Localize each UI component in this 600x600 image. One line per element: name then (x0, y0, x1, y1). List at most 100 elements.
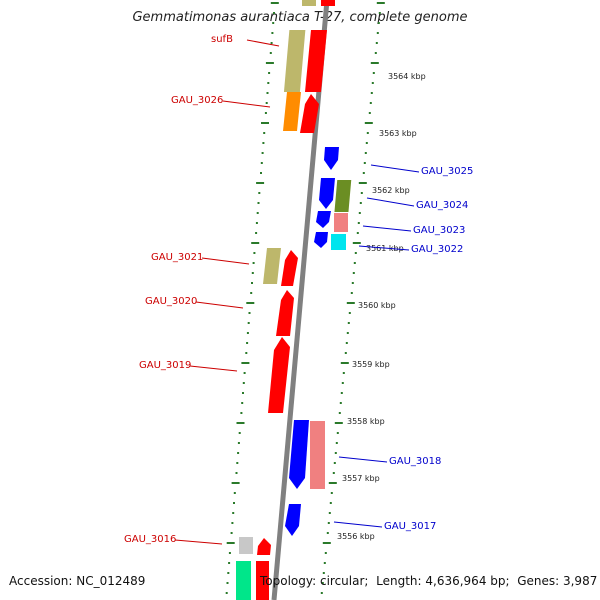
tick-minor (246, 342, 249, 344)
gene-GAU_3021[interactable] (263, 248, 281, 284)
gene-label-GAU_3025[interactable]: GAU_3025 (421, 166, 473, 177)
gene-GAU_3024[interactable] (319, 178, 335, 209)
tick-minor (360, 192, 363, 194)
gene-GAU_3023-pink[interactable] (334, 213, 348, 232)
length-label: Length: (376, 574, 422, 588)
tick-major (370, 62, 379, 64)
gene-top-olive (302, 0, 316, 6)
gene-label-GAU_3020[interactable]: GAU_3020 (145, 296, 197, 307)
gene-GAU_3026-cds[interactable] (300, 94, 319, 133)
tick-minor (371, 82, 374, 84)
right-labels: GAU_3025 GAU_3024 GAU_3023 GAU_3022 GAU_… (333, 164, 473, 532)
gene-label-GAU_3017[interactable]: GAU_3017 (384, 521, 436, 532)
tick-minor (364, 152, 367, 154)
gene-GAU_3016-cds[interactable] (257, 538, 271, 555)
gene-GAU_3025[interactable] (324, 147, 339, 170)
gene-GAU_3023[interactable] (316, 211, 331, 228)
gene-sufB[interactable] (283, 30, 306, 92)
gene-GAU_3018[interactable] (289, 420, 309, 489)
accession-value: NC_012489 (76, 574, 146, 588)
gene-GAU_3026[interactable] (283, 92, 301, 131)
tick-minor (320, 592, 323, 594)
gene-label-sufB[interactable]: sufB (211, 34, 233, 45)
tick-minor (248, 312, 251, 314)
tick-minor (369, 102, 372, 104)
tick-major (270, 2, 279, 4)
tick-minor (340, 392, 343, 394)
gene-GAU_3016[interactable] (239, 537, 253, 554)
tick-major (226, 542, 235, 544)
tick-minor (267, 82, 270, 84)
tick-minor (271, 32, 274, 34)
tick-minor (245, 352, 248, 354)
tick-minor (251, 272, 254, 274)
tick-minor (237, 452, 240, 454)
tick-minor (232, 512, 235, 514)
tick-minor (236, 462, 239, 464)
tick-minor (233, 502, 235, 504)
tick-minor (242, 392, 244, 394)
outer-tick-ring-right (320, 2, 385, 594)
tick-minor (330, 492, 333, 494)
gene-label-GAU_3024[interactable]: GAU_3024 (416, 200, 468, 211)
tick-major (231, 482, 240, 484)
gene-label-GAU_3016[interactable]: GAU_3016 (124, 534, 176, 545)
gene-sufB-cds[interactable] (305, 30, 327, 92)
gene-top-red (321, 0, 335, 6)
tick-minor (270, 42, 273, 44)
gene-label-GAU_3023[interactable]: GAU_3023 (413, 225, 465, 236)
tick-minor (322, 572, 325, 574)
tick-major (256, 182, 265, 184)
kbp-label: 3557 kbp (342, 474, 380, 483)
tick-minor (233, 492, 236, 494)
tick-minor (237, 442, 240, 444)
tick-minor (243, 372, 246, 374)
tick-minor (348, 312, 351, 314)
gene-label-GAU_3026[interactable]: GAU_3026 (171, 95, 223, 106)
tick-minor (323, 562, 326, 564)
genes-value: 3,987 (562, 574, 598, 588)
gene-GAU_3019[interactable] (268, 337, 290, 413)
tick-minor (273, 12, 275, 14)
tick-minor (265, 102, 268, 104)
tick-minor (374, 52, 377, 54)
gene-GAU_3017[interactable] (285, 504, 301, 536)
tick-minor (339, 402, 342, 404)
gene-GAU_3021-cds[interactable] (281, 250, 298, 286)
tick-minor (358, 212, 361, 214)
map-title: Gemmatimonas aurantiaca T-27, complete g… (132, 10, 468, 25)
kbp-label: 3560 kbp (358, 301, 396, 310)
kbp-scale: 3564 kbp 3563 kbp 3562 kbp 3561 kbp 3560… (337, 72, 426, 541)
length-value: 4,636,964 bp (425, 574, 506, 588)
tick-minor (341, 382, 344, 384)
kbp-label: 3562 kbp (372, 186, 410, 195)
feature-track-right (285, 147, 352, 536)
tick-minor (375, 42, 378, 44)
tick-minor (342, 372, 345, 374)
gene-GAU_3022-cyan[interactable] (331, 234, 346, 250)
tick-major (328, 482, 337, 484)
tick-minor (321, 582, 324, 584)
gene-label-GAU_3022[interactable]: GAU_3022 (411, 244, 463, 255)
gene-GAU_3018-pink[interactable] (310, 421, 325, 489)
gene-label-GAU_3019[interactable]: GAU_3019 (139, 360, 191, 371)
tick-minor (266, 92, 269, 94)
tick-minor (363, 162, 366, 164)
gene-GAU_3024-olive[interactable] (334, 180, 352, 212)
genome-summary: Topology: circular; Length: 4,636,964 bp… (260, 574, 598, 588)
left-labels: sufB GAU_3026 GAU_3021 GAU_3020 GAU_3019… (124, 34, 280, 545)
gene-GAU_3020[interactable] (276, 290, 294, 336)
tick-minor (250, 292, 253, 294)
tick-minor (225, 592, 228, 594)
tick-minor (241, 402, 244, 404)
gene-label-GAU_3018[interactable]: GAU_3018 (389, 456, 441, 467)
gene-GAU_3022[interactable] (314, 232, 328, 248)
tick-minor (338, 412, 341, 414)
tick-minor (370, 92, 373, 94)
tick-minor (362, 172, 365, 174)
gene-label-GAU_3021[interactable]: GAU_3021 (151, 252, 203, 263)
tick-minor (327, 522, 330, 524)
tick-minor (356, 232, 359, 234)
tick-minor (335, 442, 338, 444)
